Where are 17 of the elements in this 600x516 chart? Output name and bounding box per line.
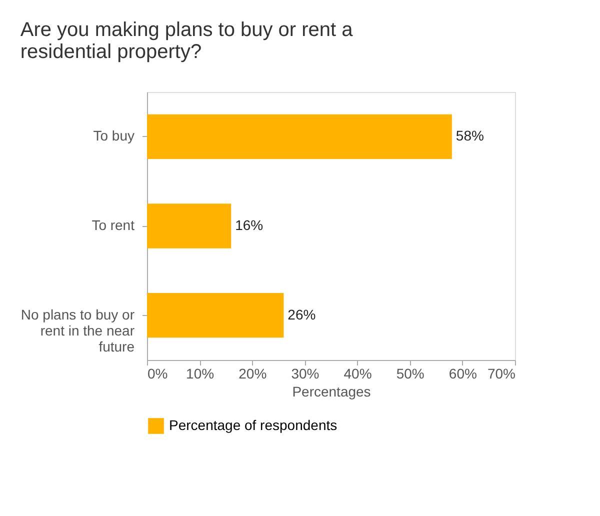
x-tick-label: 50% — [396, 366, 424, 382]
data-label: 16% — [235, 217, 264, 233]
data-label: 58% — [456, 128, 484, 144]
x-tick-label: 20% — [238, 366, 267, 382]
data-label: 26% — [288, 306, 316, 322]
y-tick-label: No plans to buy or rent in the near future — [20, 306, 135, 354]
x-tick-label: 30% — [291, 366, 320, 382]
x-axis-title: Percentages — [292, 384, 371, 400]
x-tick-label: 0% — [148, 366, 168, 382]
y-tick-label: To rent — [92, 217, 135, 233]
x-tick-label: 40% — [344, 366, 372, 382]
x-tick-label: 10% — [186, 366, 214, 382]
y-tick-label: To buy — [93, 128, 134, 144]
x-tick-label: 70% — [487, 366, 516, 382]
legend-label: Percentage of respondents — [169, 417, 338, 433]
chart-title: Are you making plans to buy or rent a residential property? — [20, 19, 354, 63]
x-tick-label: 60% — [448, 366, 477, 382]
